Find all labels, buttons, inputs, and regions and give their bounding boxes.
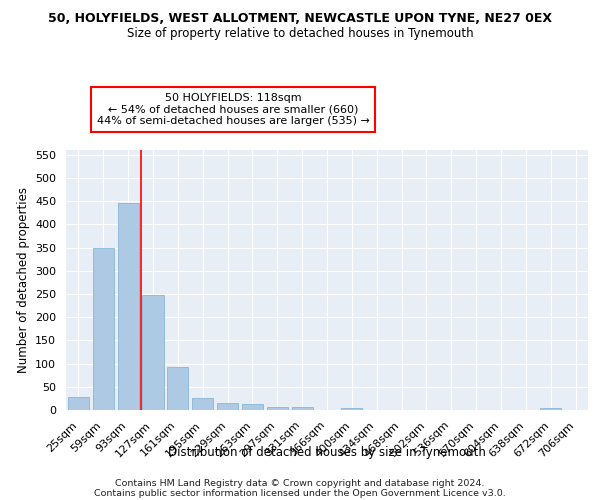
Bar xyxy=(540,408,561,410)
Bar xyxy=(242,404,263,410)
Y-axis label: Number of detached properties: Number of detached properties xyxy=(17,187,29,373)
Text: Size of property relative to detached houses in Tynemouth: Size of property relative to detached ho… xyxy=(127,28,473,40)
Bar xyxy=(267,407,288,410)
Bar xyxy=(292,407,313,410)
Bar xyxy=(192,398,213,410)
Bar xyxy=(68,397,89,410)
Text: Distribution of detached houses by size in Tynemouth: Distribution of detached houses by size … xyxy=(168,446,486,459)
Text: Contains public sector information licensed under the Open Government Licence v3: Contains public sector information licen… xyxy=(94,490,506,498)
Text: Contains HM Land Registry data © Crown copyright and database right 2024.: Contains HM Land Registry data © Crown c… xyxy=(115,480,485,488)
Text: 50, HOLYFIELDS, WEST ALLOTMENT, NEWCASTLE UPON TYNE, NE27 0EX: 50, HOLYFIELDS, WEST ALLOTMENT, NEWCASTL… xyxy=(48,12,552,26)
Bar xyxy=(93,248,114,410)
Bar xyxy=(142,295,164,410)
Bar xyxy=(217,403,238,410)
Text: 50 HOLYFIELDS: 118sqm
← 54% of detached houses are smaller (660)
44% of semi-det: 50 HOLYFIELDS: 118sqm ← 54% of detached … xyxy=(97,93,370,126)
Bar xyxy=(118,204,139,410)
Bar xyxy=(167,367,188,410)
Bar xyxy=(341,408,362,410)
